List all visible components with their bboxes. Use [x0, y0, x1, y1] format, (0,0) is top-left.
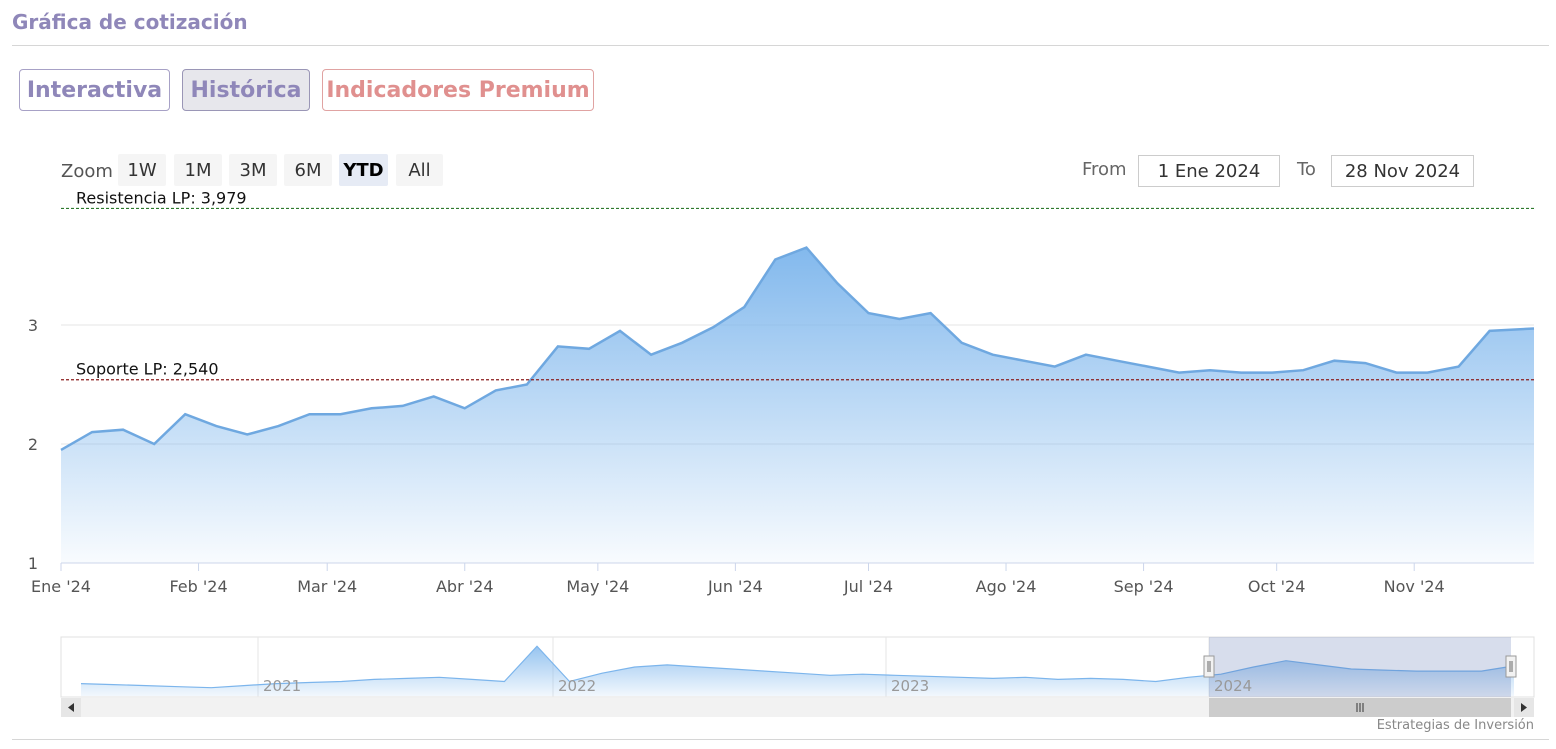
scrollbar-left-button[interactable] [61, 698, 81, 717]
navigator-frame [60, 636, 1535, 698]
navigator-year-label: 2021 [263, 677, 301, 695]
navigator-line [80, 645, 1515, 689]
to-date-input[interactable]: 28 Nov 2024 [1331, 155, 1474, 187]
navigator-year-dividers [257, 637, 1210, 697]
price-series-line [60, 246, 1535, 451]
scrollbar-right-arrow-icon [1521, 703, 1527, 712]
credits: Estrategias de Inversión [1376, 718, 1534, 733]
x-tick-label: Ago '24 [976, 577, 1037, 596]
scrollbar-thumb[interactable] [1209, 698, 1511, 717]
zoom-1m-button[interactable]: 1M [174, 154, 222, 186]
y-tick-label: 2 [28, 435, 38, 454]
x-tick-label: May '24 [566, 577, 629, 596]
y-axis-labels: 1 2 3 [28, 316, 38, 573]
tab-indicadores-premium[interactable]: Indicadores Premium [322, 69, 594, 111]
plot-line-label: Soporte LP: 2,540 [76, 360, 219, 379]
plot-lines: Resistencia LP: 3,979 Soporte LP: 2,540 [61, 188, 1534, 381]
navigator-year-labels: 2021 2022 2023 2024 [263, 677, 1252, 695]
y-tick-label: 3 [28, 316, 38, 335]
plot-line-label: Resistencia LP: 3,979 [76, 188, 247, 207]
bottom-divider [12, 739, 1549, 740]
navigator-area [81, 646, 1514, 696]
navigator-year-label: 2023 [891, 677, 929, 695]
x-tick-label: Mar '24 [297, 577, 357, 596]
x-tick-label: Abr '24 [436, 577, 494, 596]
from-date-input[interactable]: 1 Ene 2024 [1138, 155, 1280, 187]
zoom-3m-button[interactable]: 3M [229, 154, 277, 186]
navigator-year-label: 2024 [1214, 677, 1252, 695]
x-tick-label: Jun '24 [707, 577, 763, 596]
zoom-label: Zoom [61, 161, 113, 182]
x-tick-label: Oct '24 [1248, 577, 1306, 596]
zoom-6m-button[interactable]: 6M [284, 154, 332, 186]
navigator-selection[interactable] [1209, 637, 1511, 697]
navigator-year-label: 2022 [558, 677, 596, 695]
zoom-all-button[interactable]: All [396, 154, 443, 186]
zoom-1w-button[interactable]: 1W [118, 154, 166, 186]
y-tick-label: 1 [28, 554, 38, 573]
scrollbar-left-arrow-icon [68, 703, 74, 712]
chart-gridlines [61, 324, 1534, 445]
navigator[interactable]: 2021 2022 2023 2024 [60, 636, 1535, 698]
tab-interactiva[interactable]: Interactiva [19, 69, 170, 111]
page-title: Gráfica de cotización [12, 10, 248, 34]
scrollbar-track[interactable] [61, 698, 1534, 717]
x-tick-label: Sep '24 [1114, 577, 1174, 596]
x-axis-labels: Ene '24 Feb '24 Mar '24 Abr '24 May '24 Jun '… [31, 563, 1445, 596]
scrollbar-right-button[interactable] [1514, 698, 1534, 717]
zoom-ytd-button[interactable]: YTD [339, 154, 388, 186]
x-tick-label: Ene '24 [31, 577, 91, 596]
scrollbar[interactable] [61, 698, 1534, 717]
navigator-handle-right[interactable] [1505, 655, 1517, 678]
from-label: From [1082, 159, 1127, 180]
x-tick-label: Feb '24 [169, 577, 227, 596]
navigator-handle-left[interactable] [1203, 655, 1215, 678]
title-divider [12, 45, 1549, 46]
to-label: To [1297, 159, 1316, 180]
tab-historica[interactable]: Histórica [182, 69, 310, 111]
x-tick-label: Nov '24 [1384, 577, 1445, 596]
x-tick-label: Jul '24 [843, 577, 893, 596]
price-area [61, 247, 1534, 563]
